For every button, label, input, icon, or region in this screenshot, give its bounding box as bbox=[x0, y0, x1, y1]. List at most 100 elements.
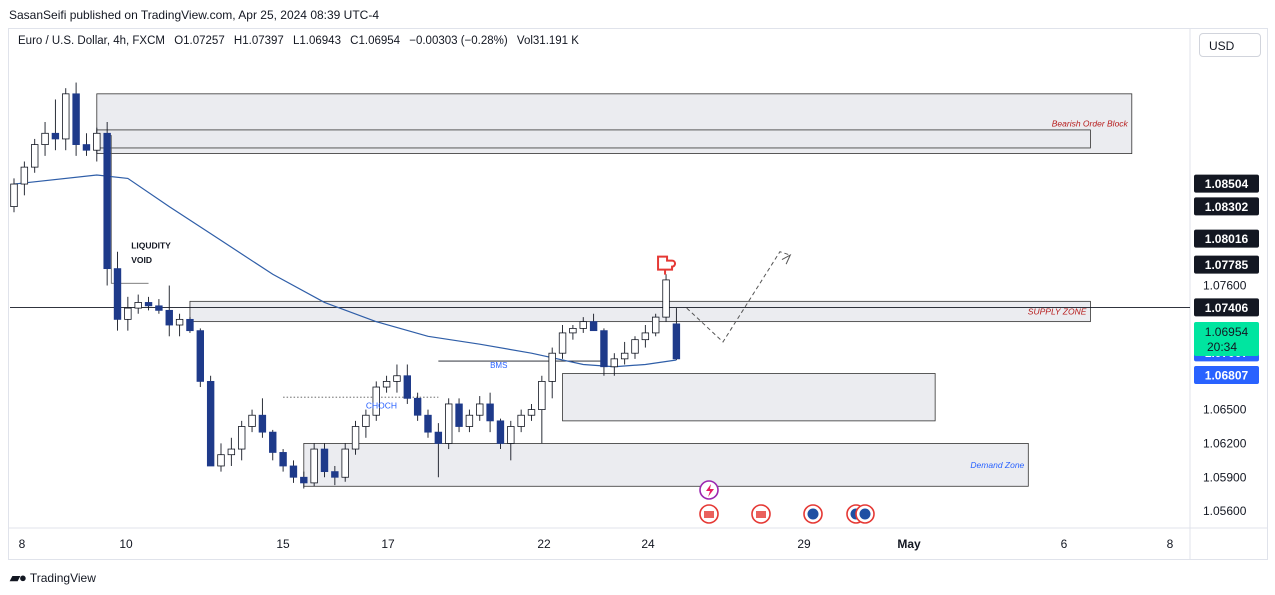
candle-down[interactable] bbox=[258, 414, 267, 433]
candle-up[interactable] bbox=[217, 454, 225, 467]
x-tick-label: 8 bbox=[1167, 537, 1174, 551]
price-label-badge bbox=[1194, 255, 1259, 274]
flag-center bbox=[859, 508, 871, 520]
candle-up[interactable] bbox=[610, 358, 618, 368]
candle-down[interactable] bbox=[72, 93, 80, 145]
candle-up[interactable] bbox=[631, 339, 639, 354]
flag-center bbox=[807, 508, 819, 520]
candle-down[interactable] bbox=[486, 403, 494, 422]
candle-down[interactable] bbox=[600, 330, 608, 368]
candle-up[interactable] bbox=[382, 380, 391, 388]
candle-down[interactable] bbox=[82, 144, 91, 151]
y-tick-label: 1.06500 bbox=[1203, 403, 1247, 417]
zone-label: SUPPLY ZONE bbox=[1028, 306, 1087, 316]
candle-up[interactable] bbox=[641, 332, 650, 341]
candle-up[interactable] bbox=[393, 375, 401, 382]
flag-stripes bbox=[704, 511, 714, 518]
candle-up[interactable] bbox=[30, 144, 39, 168]
candle-up[interactable] bbox=[507, 426, 515, 444]
candle-down[interactable] bbox=[113, 268, 122, 320]
candle-down[interactable] bbox=[403, 375, 411, 399]
current-price-badge bbox=[1194, 322, 1259, 356]
candle-down[interactable] bbox=[196, 330, 204, 382]
candle-up[interactable] bbox=[237, 426, 246, 450]
candle-up[interactable] bbox=[227, 448, 236, 456]
candle-up[interactable] bbox=[579, 321, 587, 329]
candle-up[interactable] bbox=[558, 332, 567, 354]
candle-up[interactable] bbox=[662, 279, 670, 318]
projection-arrowhead bbox=[781, 253, 792, 265]
x-tick-label: 15 bbox=[276, 537, 290, 551]
candle-down[interactable] bbox=[269, 431, 277, 453]
candle-down[interactable] bbox=[144, 302, 153, 307]
candle-down[interactable] bbox=[589, 321, 598, 332]
candle-up[interactable] bbox=[652, 316, 660, 334]
zone-rect-2[interactable] bbox=[96, 129, 1091, 149]
flag-stripes bbox=[756, 511, 766, 518]
zone-rect-4[interactable] bbox=[562, 373, 936, 422]
candle-down[interactable] bbox=[434, 431, 443, 444]
candle-up[interactable] bbox=[41, 132, 49, 145]
candle-up[interactable] bbox=[62, 93, 70, 140]
price-label-text: 1.08016 bbox=[1205, 232, 1249, 246]
currency-button[interactable]: USD bbox=[1199, 33, 1261, 57]
candle-up[interactable] bbox=[20, 166, 29, 185]
price-label-badge bbox=[1194, 229, 1259, 248]
chart-annotation: BMS bbox=[490, 361, 507, 370]
candle-up[interactable] bbox=[362, 414, 370, 427]
price-label-badge bbox=[1194, 298, 1259, 317]
candle-up[interactable] bbox=[10, 183, 18, 208]
footer-brand-label: TradingView bbox=[29, 571, 96, 585]
candle-up[interactable] bbox=[134, 302, 142, 309]
candle-down[interactable] bbox=[455, 403, 463, 427]
x-tick-label: 22 bbox=[537, 537, 551, 551]
zone-label: Bearish Order Block bbox=[1052, 119, 1129, 129]
candle-up[interactable] bbox=[476, 403, 484, 416]
candle-up[interactable] bbox=[517, 414, 525, 427]
candle-down[interactable] bbox=[103, 132, 111, 270]
candle-up[interactable] bbox=[444, 403, 453, 444]
candle-up[interactable] bbox=[548, 352, 556, 382]
candle-up[interactable] bbox=[372, 386, 380, 416]
candle-down[interactable] bbox=[206, 380, 215, 467]
candle-up[interactable] bbox=[465, 414, 474, 427]
candle-up[interactable] bbox=[341, 448, 349, 478]
candle-down[interactable] bbox=[279, 452, 287, 467]
candle-down[interactable] bbox=[331, 471, 339, 478]
footer-brand[interactable]: ▰● TradingView bbox=[10, 570, 96, 586]
candle-down[interactable] bbox=[289, 465, 298, 478]
candle-up[interactable] bbox=[124, 307, 132, 320]
chart-frame bbox=[8, 28, 1268, 560]
projection-path bbox=[686, 251, 791, 343]
candle-up[interactable] bbox=[310, 448, 318, 484]
candle-down[interactable] bbox=[413, 397, 422, 416]
price-label-text: 1.07785 bbox=[1205, 258, 1249, 272]
countdown-text: 20:34 bbox=[1207, 340, 1237, 354]
x-tick-label: 24 bbox=[641, 537, 655, 551]
candle-up[interactable] bbox=[248, 414, 256, 427]
candle-down[interactable] bbox=[186, 318, 194, 332]
symbol-name[interactable]: Euro / U.S. Dollar, 4h, FXCM bbox=[18, 35, 165, 47]
candle-down[interactable] bbox=[320, 448, 329, 473]
candle-down[interactable] bbox=[424, 414, 432, 433]
volume-readout: Vol31.191 K bbox=[516, 35, 579, 47]
candle-up[interactable] bbox=[527, 409, 536, 416]
candle-down[interactable] bbox=[300, 476, 308, 484]
candle-up[interactable] bbox=[175, 318, 184, 326]
candle-down[interactable] bbox=[496, 420, 505, 444]
candle-up[interactable] bbox=[351, 426, 360, 450]
candle-down[interactable] bbox=[51, 132, 60, 140]
candle-up[interactable] bbox=[569, 327, 577, 334]
candle-up[interactable] bbox=[93, 132, 101, 151]
candle-up[interactable] bbox=[538, 380, 546, 410]
ohlc-change: −0.00303 (−0.28%) bbox=[409, 35, 508, 47]
candle-down[interactable] bbox=[165, 309, 173, 326]
zone-rect-5[interactable] bbox=[303, 443, 1029, 487]
current-price-text: 1.06954 bbox=[1205, 325, 1249, 339]
zone-rect-3[interactable] bbox=[189, 300, 1091, 323]
candle-down[interactable] bbox=[672, 323, 681, 360]
chart-annotation: LIQUDITY bbox=[131, 240, 171, 250]
candle-up[interactable] bbox=[620, 352, 629, 360]
candle-down[interactable] bbox=[155, 305, 163, 311]
